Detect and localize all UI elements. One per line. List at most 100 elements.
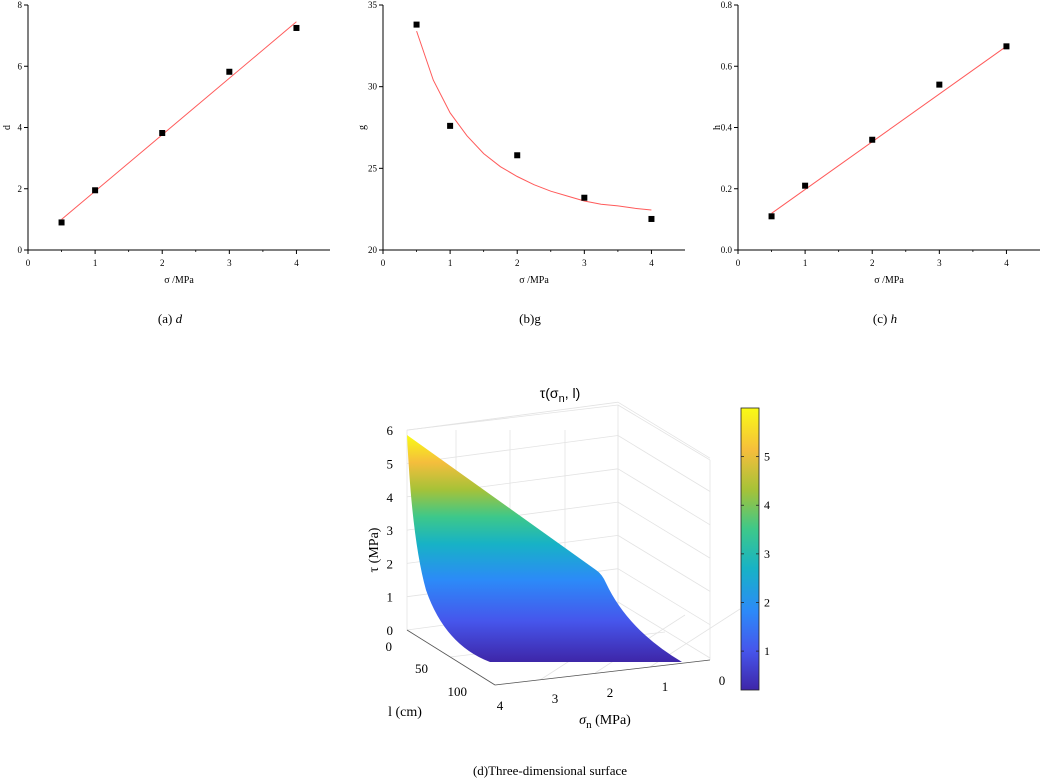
sigma-tick-label: 4 [497, 698, 504, 713]
grid-line [406, 401, 619, 431]
caption-a: (a) d [157, 311, 183, 326]
data-point [159, 130, 166, 137]
grid-line [617, 401, 711, 459]
x-tick-label: 2 [870, 258, 875, 268]
data-point [58, 219, 65, 226]
sigma-axis-label: σn (MPa) [579, 713, 631, 731]
data-point [802, 182, 809, 189]
x-tick-label: 0 [381, 258, 386, 268]
plot-g: 0 1 2 3 4 20 25 30 35 σ /MPa g [357, 0, 685, 286]
y-tick-label: 2 [18, 184, 23, 194]
data-point [293, 24, 300, 31]
surface-title: τ(σn, l) [540, 385, 581, 405]
y-tick-label: 8 [18, 0, 23, 10]
x-axis-title: σ /MPa [164, 275, 194, 286]
x-tick-label: 4 [294, 258, 299, 268]
colorbar-tick-label: 3 [764, 547, 770, 561]
x-tick-label: 1 [93, 258, 98, 268]
caption-b: (b)g [519, 311, 541, 326]
y-axis-title: h [712, 125, 723, 130]
fit-line [61, 21, 297, 220]
data-point [648, 215, 655, 222]
y-tick-label: 0 [18, 245, 23, 255]
y-tick-label: 0.4 [721, 123, 733, 133]
z-tick-label: 3 [387, 523, 394, 538]
x-tick-label: 3 [937, 258, 942, 268]
data-point [226, 68, 233, 75]
x-axis-title: σ /MPa [874, 275, 904, 286]
surface [407, 435, 682, 662]
x-tick-label: 4 [1004, 258, 1009, 268]
grid-line [617, 535, 711, 592]
grid-line [617, 568, 711, 626]
y-tick-label: 6 [18, 61, 23, 71]
x-tick-label: 3 [227, 258, 232, 268]
x-tick-label: 2 [160, 258, 165, 268]
data-point [514, 152, 521, 159]
y-axis-title: g [357, 125, 368, 130]
caption-c: (c) h [872, 311, 898, 326]
colorbar-tick-label: 5 [764, 450, 770, 464]
y-tick-label: 20 [368, 245, 378, 255]
x-tick-label: 2 [515, 258, 520, 268]
y-tick-label: 4 [18, 123, 23, 133]
data-point [447, 122, 454, 129]
z-axis-label: τ (MPa) [367, 527, 382, 572]
colorbar-tick-label: 2 [764, 595, 770, 609]
grid-line [617, 404, 711, 461]
l-axis-label: l (cm) [388, 705, 422, 720]
surface-plot: 1 2 3 4 5 τ(σn, l) τ (MPa) l (cm) σn (MPa) 0… [367, 385, 770, 731]
colorbar-ticks: 1 2 3 4 5 [741, 450, 770, 658]
y-tick-label: 0.0 [721, 245, 733, 255]
y-axis-title: d [2, 125, 13, 130]
y-tick-label: 30 [368, 82, 378, 92]
data-point [92, 187, 99, 194]
sigma-tick-label: 0 [719, 673, 726, 688]
y-tick-label: 0.8 [721, 0, 733, 10]
data-point [1003, 43, 1010, 50]
data-point [768, 213, 775, 220]
y-tick-label: 0.2 [721, 184, 732, 194]
l-tick-label: 0 [386, 639, 393, 654]
l-axis-line [406, 629, 496, 686]
grid-line [617, 501, 711, 559]
z-tick-label: 4 [387, 490, 394, 505]
l-tick-label: 100 [448, 684, 468, 699]
z-tick-label: 1 [387, 590, 394, 605]
z-tick-label: 5 [387, 457, 394, 472]
y-tick-label: 0.6 [721, 61, 733, 71]
x-tick-label: 3 [582, 258, 587, 268]
fit-line [771, 45, 1007, 214]
sigma-tick-label: 3 [552, 691, 559, 706]
x-tick-label: 0 [736, 258, 741, 268]
l-tick-label: 50 [415, 661, 428, 676]
z-tick-label: 6 [387, 423, 394, 438]
z-tick-label: 0 [387, 623, 394, 638]
colorbar-tick-label: 4 [764, 498, 770, 512]
x-tick-label: 1 [803, 258, 808, 268]
grid-line [617, 468, 711, 526]
plot-h: 0 1 2 3 4 0.0 0.2 0.4 0.6 0.8 σ /MPa h [712, 0, 1040, 286]
data-point [936, 81, 943, 88]
sigma-axis-line [494, 659, 711, 686]
sigma-tick-label: 2 [607, 685, 614, 700]
data-point [413, 21, 420, 28]
data-point [581, 194, 588, 201]
z-tick-label: 2 [387, 556, 394, 571]
grid-line [617, 601, 711, 659]
x-tick-label: 4 [649, 258, 654, 268]
x-axis-title: σ /MPa [519, 275, 549, 286]
plot-d: 0 1 2 3 4 0 2 4 6 8 σ /MPa d [2, 0, 330, 286]
y-tick-label: 25 [368, 163, 378, 173]
grid-line [617, 435, 711, 492]
grid-line [406, 435, 619, 464]
fit-line [416, 30, 652, 211]
colorbar-tick-label: 1 [764, 644, 770, 658]
x-tick-label: 0 [26, 258, 31, 268]
sigma-tick-label: 1 [662, 679, 669, 694]
x-tick-label: 1 [448, 258, 453, 268]
data-point [869, 136, 876, 143]
colorbar [740, 407, 760, 691]
caption-d: (d)Three-dimensional surface [472, 763, 628, 778]
y-tick-label: 35 [368, 0, 378, 10]
